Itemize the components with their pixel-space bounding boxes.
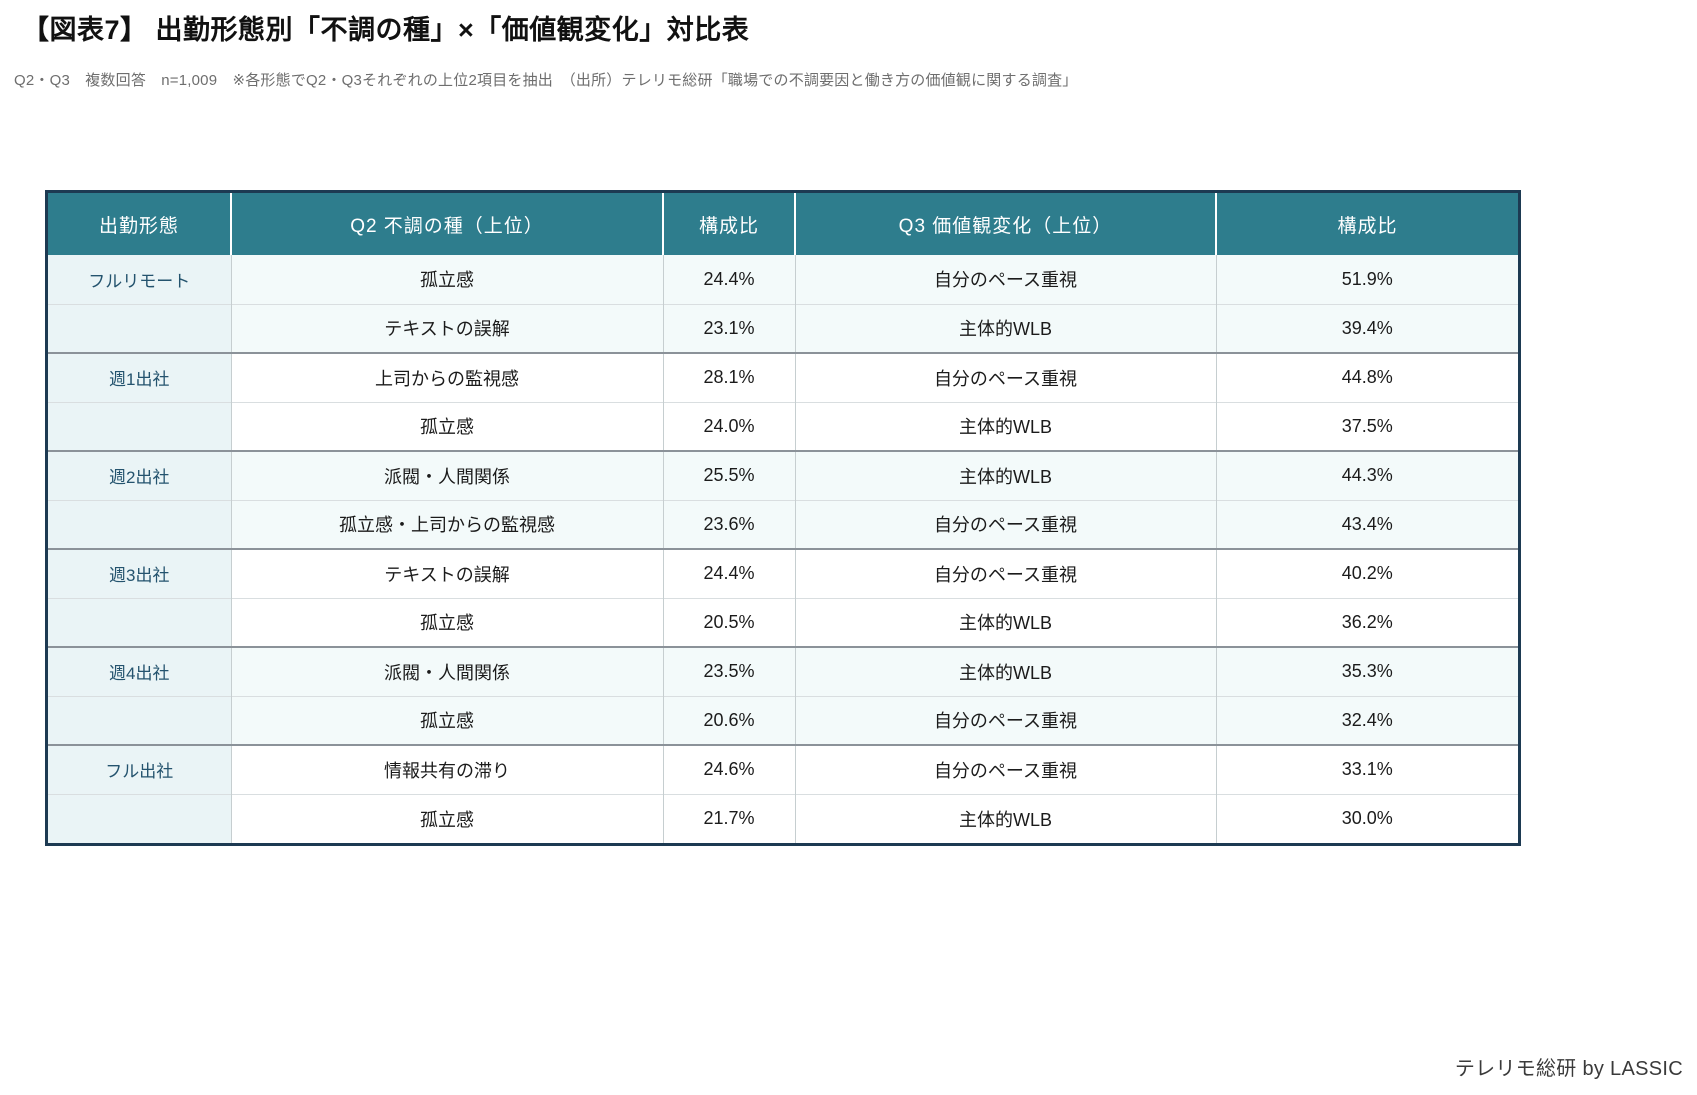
cell-q2-share: 28.1% [662,352,795,402]
cell-q3-share: 40.2% [1215,548,1518,598]
cell-q3-share: 51.9% [1215,255,1518,304]
cell-attendance-type: 週1出社 [48,352,231,402]
cell-q3-share: 44.8% [1215,352,1518,402]
cell-q2-discomfort: テキストの誤解 [230,548,663,598]
table-header: 出勤形態 Q2 不調の種（上位） 構成比 Q3 価値観変化（上位） 構成比 [48,193,1518,255]
cell-q2-share: 25.5% [662,450,795,500]
cell-q2-discomfort: 孤立感 [230,695,663,745]
cell-q3-value-change: 主体的WLB [794,401,1216,451]
cell-q3-value-change: 主体的WLB [794,793,1216,843]
cell-q2-share: 23.6% [662,499,795,549]
cell-attendance-type: 週2出社 [48,450,231,500]
cell-attendance-type: フル出社 [48,744,231,794]
cell-q3-value-change: 自分のペース重視 [794,255,1216,304]
cell-q2-share: 20.5% [662,597,795,647]
brand-credit: テレリモ総研 by LASSIC [1454,1058,1683,1080]
cell-q3-value-change: 主体的WLB [794,646,1216,696]
cell-q3-share: 43.4% [1215,499,1518,549]
table-row: 週1出社 上司からの監視感 28.1% 自分のペース重視 44.8% [48,352,1518,402]
cell-attendance-type [48,499,231,549]
survey-note: Q2・Q3 複数回答 n=1,009 ※各形態でQ2・Q3それぞれの上位2項目を… [14,72,1078,89]
cell-q3-share: 33.1% [1215,744,1518,794]
comparison-table: 出勤形態 Q2 不調の種（上位） 構成比 Q3 価値観変化（上位） 構成比 フル… [48,193,1518,843]
cell-q3-value-change: 主体的WLB [794,303,1216,353]
table-row: フルリモート 孤立感 24.4% 自分のペース重視 51.9% [48,255,1518,304]
cell-attendance-type [48,597,231,647]
col-header-q3-share: 構成比 [1215,193,1518,255]
cell-q3-share: 30.0% [1215,793,1518,843]
cell-q2-share: 23.5% [662,646,795,696]
table-row: フル出社 情報共有の滞り 24.6% 自分のペース重視 33.1% [48,744,1518,794]
cell-q3-value-change: 自分のペース重視 [794,352,1216,402]
cell-q2-discomfort: 孤立感 [230,597,663,647]
cell-q3-value-change: 自分のペース重視 [794,744,1216,794]
cell-q2-share: 24.4% [662,548,795,598]
cell-q3-share: 39.4% [1215,303,1518,353]
cell-q2-share: 23.1% [662,303,795,353]
cell-q2-discomfort: 派閥・人間関係 [230,450,663,500]
cell-q2-discomfort: 情報共有の滞り [230,744,663,794]
cell-q2-share: 21.7% [662,793,795,843]
table-row: テキストの誤解 23.1% 主体的WLB 39.4% [48,303,1518,353]
table-row: 孤立感 20.5% 主体的WLB 36.2% [48,597,1518,647]
cell-attendance-type [48,401,231,451]
cell-attendance-type [48,793,231,843]
comparison-table-container: 出勤形態 Q2 不調の種（上位） 構成比 Q3 価値観変化（上位） 構成比 フル… [45,190,1521,846]
cell-q2-share: 24.6% [662,744,795,794]
cell-q3-value-change: 自分のペース重視 [794,548,1216,598]
cell-q2-discomfort: 孤立感・上司からの監視感 [230,499,663,549]
table-row: 週2出社 派閥・人間関係 25.5% 主体的WLB 44.3% [48,450,1518,500]
cell-attendance-type [48,695,231,745]
cell-attendance-type [48,303,231,353]
cell-q3-share: 35.3% [1215,646,1518,696]
cell-q2-discomfort: 上司からの監視感 [230,352,663,402]
cell-q3-share: 44.3% [1215,450,1518,500]
col-header-q3-values: Q3 価値観変化（上位） [794,193,1216,255]
cell-q2-share: 24.4% [662,255,795,304]
col-header-attendance-type: 出勤形態 [48,193,231,255]
col-header-q2-discomfort: Q2 不調の種（上位） [230,193,663,255]
page-title: 【図表7】 出勤形態別「不調の種」×「価値観変化」対比表 [22,15,750,45]
cell-attendance-type: 週3出社 [48,548,231,598]
cell-q3-share: 32.4% [1215,695,1518,745]
cell-q2-share: 24.0% [662,401,795,451]
cell-q3-value-change: 主体的WLB [794,450,1216,500]
cell-q2-discomfort: 孤立感 [230,793,663,843]
cell-q3-value-change: 自分のペース重視 [794,499,1216,549]
cell-q3-value-change: 主体的WLB [794,597,1216,647]
cell-q3-share: 37.5% [1215,401,1518,451]
header-row: 出勤形態 Q2 不調の種（上位） 構成比 Q3 価値観変化（上位） 構成比 [48,193,1518,255]
cell-q2-discomfort: テキストの誤解 [230,303,663,353]
table-row: 孤立感 20.6% 自分のペース重視 32.4% [48,695,1518,745]
cell-q3-share: 36.2% [1215,597,1518,647]
table-body: フルリモート 孤立感 24.4% 自分のペース重視 51.9% テキストの誤解 … [48,255,1518,843]
cell-q2-share: 20.6% [662,695,795,745]
cell-attendance-type: フルリモート [48,255,231,304]
cell-q2-discomfort: 孤立感 [230,255,663,304]
cell-q3-value-change: 自分のペース重視 [794,695,1216,745]
table-row: 孤立感・上司からの監視感 23.6% 自分のペース重視 43.4% [48,499,1518,549]
table-row: 週3出社 テキストの誤解 24.4% 自分のペース重視 40.2% [48,548,1518,598]
cell-attendance-type: 週4出社 [48,646,231,696]
cell-q2-discomfort: 派閥・人間関係 [230,646,663,696]
cell-q2-discomfort: 孤立感 [230,401,663,451]
table-row: 週4出社 派閥・人間関係 23.5% 主体的WLB 35.3% [48,646,1518,696]
col-header-q2-share: 構成比 [662,193,795,255]
table-row: 孤立感 21.7% 主体的WLB 30.0% [48,793,1518,843]
table-row: 孤立感 24.0% 主体的WLB 37.5% [48,401,1518,451]
